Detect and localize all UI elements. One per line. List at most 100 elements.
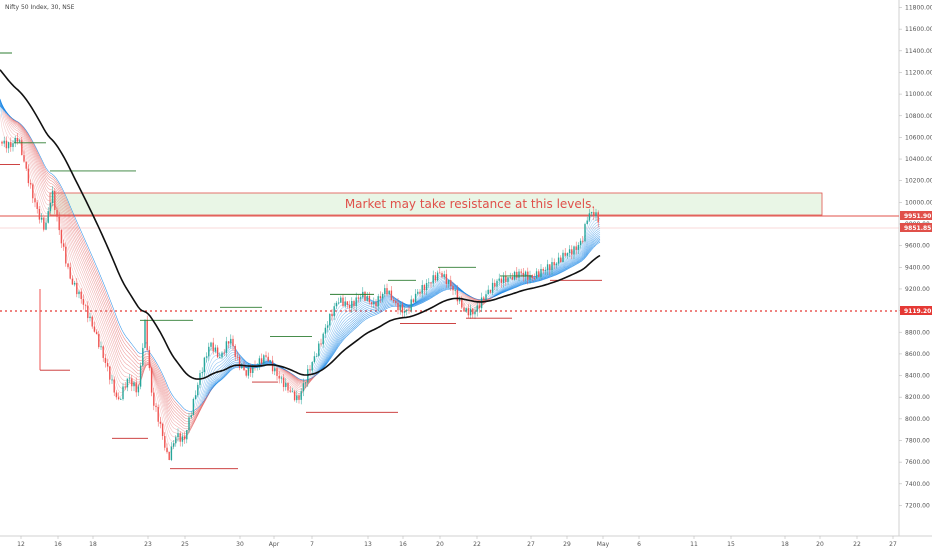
ribbon-segment: [81, 281, 85, 287]
ribbon-segment: [37, 155, 41, 160]
ribbon-segment: [57, 185, 61, 190]
ribbon-segment: [591, 227, 595, 231]
ribbon-segment: [83, 257, 87, 263]
ribbon-segment: [95, 268, 99, 274]
ribbon-segment: [417, 302, 421, 304]
ribbon-segment: [163, 380, 167, 386]
ribbon-segment: [585, 247, 589, 252]
candle-body: [432, 275, 434, 284]
ribbon-segment: [213, 379, 217, 383]
ribbon-segment: [499, 289, 503, 292]
ribbon-segment: [279, 368, 283, 372]
ribbon-segment: [81, 248, 85, 253]
ribbon-segment: [549, 271, 553, 273]
ribbon-segment: [207, 389, 211, 395]
ribbon-segment: [85, 295, 89, 301]
ribbon-segment: [375, 306, 379, 308]
ribbon-segment: [357, 301, 361, 304]
ribbon-segment: [427, 295, 431, 298]
ribbon-segment: [27, 145, 31, 152]
ribbon-segment: [111, 332, 115, 339]
ribbon-segment: [245, 361, 249, 364]
ribbon-segment: [127, 383, 131, 385]
ribbon-segment: [593, 230, 597, 234]
ribbon-segment: [469, 297, 473, 300]
ribbon-segment: [31, 145, 35, 151]
ribbon-segment: [223, 359, 227, 362]
ribbon-segment: [343, 308, 347, 311]
ribbon-segment: [123, 375, 127, 378]
ribbon-segment: [577, 253, 581, 256]
x-tick-label: 13: [364, 541, 372, 548]
ribbon-segment: [41, 159, 45, 165]
ribbon-segment: [97, 277, 101, 283]
ribbon-segment: [81, 233, 85, 238]
ribbon-segment: [167, 405, 171, 411]
ribbon-segment: [429, 292, 433, 295]
ribbon-segment: [41, 179, 45, 186]
ribbon-segment: [583, 244, 587, 249]
candle-body: [58, 216, 60, 231]
ribbon-segment: [381, 298, 385, 301]
ribbon-segment: [591, 230, 595, 234]
ribbon-segment: [341, 329, 345, 333]
ribbon-segment: [579, 257, 583, 260]
ribbon-segment: [57, 193, 61, 198]
ribbon-segment: [363, 303, 367, 306]
ribbon-segment: [67, 200, 71, 206]
ribbon-segment: [351, 321, 355, 325]
ribbon-segment: [25, 133, 29, 138]
candle-body: [388, 290, 390, 295]
ribbon-segment: [325, 353, 329, 358]
x-tick-label: 6: [637, 541, 641, 548]
ribbon-segment: [341, 306, 345, 309]
ribbon-segment: [289, 376, 293, 380]
ribbon-segment: [73, 224, 77, 231]
ribbon-segment: [295, 380, 299, 383]
ribbon-segment: [57, 207, 61, 213]
ribbon-segment: [511, 285, 515, 288]
x-tick-label: 27: [527, 541, 535, 548]
ribbon-segment: [105, 331, 109, 338]
ribbon-segment: [347, 327, 351, 330]
ribbon-segment: [79, 266, 83, 272]
candle-body: [408, 309, 410, 311]
ribbon-segment: [87, 246, 91, 252]
ribbon-segment: [115, 324, 119, 331]
ribbon-segment: [181, 429, 185, 432]
ribbon-segment: [167, 389, 171, 395]
ribbon-segment: [151, 358, 155, 362]
ribbon-segment: [7, 116, 11, 120]
candle-body: [43, 217, 45, 230]
ribbon-segment: [227, 344, 231, 348]
ribbon-segment: [289, 378, 293, 381]
candle-body: [313, 356, 316, 363]
ribbon-segment: [115, 349, 119, 356]
ribbon-segment: [337, 310, 341, 314]
ribbon-segment: [347, 315, 351, 318]
ribbon-segment: [153, 361, 157, 365]
ribbon-segment: [571, 263, 575, 266]
ribbon-segment: [591, 221, 595, 225]
ribbon-segment: [363, 315, 367, 318]
ribbon-segment: [441, 284, 445, 286]
ribbon-segment: [319, 366, 323, 370]
ribbon-segment: [69, 214, 73, 221]
candle-body: [278, 375, 280, 379]
ribbon-segment: [99, 278, 103, 284]
ribbon-segment: [129, 354, 133, 357]
ribbon-segment: [173, 400, 177, 404]
candle-body: [401, 304, 404, 313]
ribbon-segment: [213, 367, 217, 371]
ribbon-segment: [71, 227, 75, 233]
ribbon-segment: [41, 199, 45, 205]
ribbon-segment: [207, 387, 211, 393]
ribbon-segment: [429, 297, 433, 299]
ribbon-segment: [329, 352, 333, 357]
ribbon-segment: [413, 305, 417, 307]
ribbon-segment: [551, 269, 555, 272]
ribbon-segment: [577, 256, 581, 258]
ribbon-segment: [455, 286, 459, 288]
ribbon-segment: [443, 285, 447, 288]
